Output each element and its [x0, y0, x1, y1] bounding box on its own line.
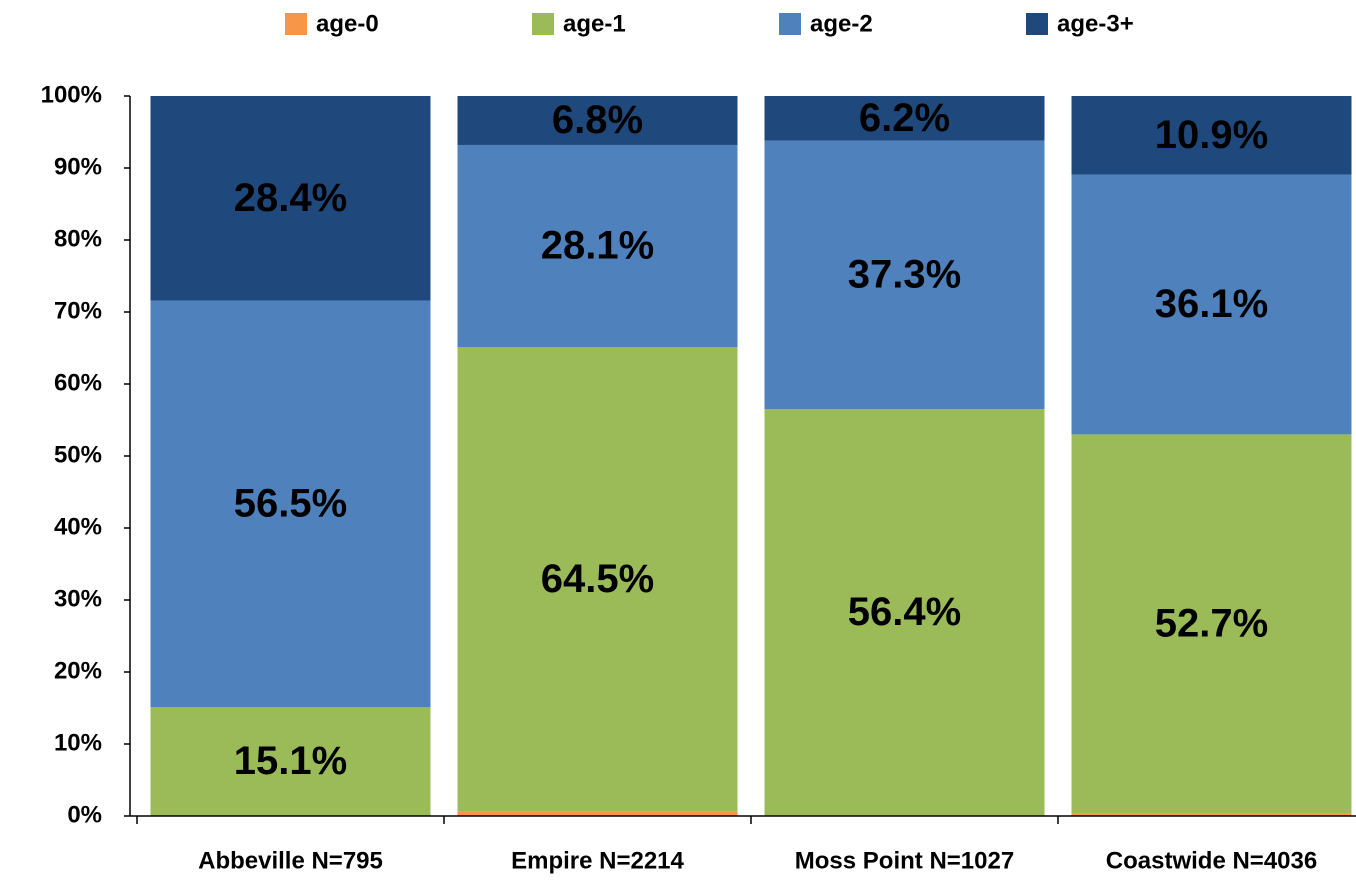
bar-segment [150, 707, 431, 816]
bar-segment [457, 811, 738, 816]
bar-segment [457, 96, 738, 145]
data-label: 56.4% [848, 590, 961, 634]
y-tick-label: 30% [54, 585, 102, 612]
bar-segment [457, 347, 738, 812]
data-label: 52.7% [1155, 602, 1268, 646]
bar-segment [150, 96, 431, 301]
bar-segment [1071, 174, 1352, 435]
data-label: 36.1% [1155, 282, 1268, 326]
bar-segment [457, 144, 738, 348]
x-tick-label: Abbeville N=795 [198, 847, 383, 874]
legend-label: age-2 [810, 10, 873, 37]
bar-segment [150, 300, 431, 708]
legend-swatch [532, 13, 554, 35]
y-tick-label: 60% [54, 369, 102, 396]
x-tick-label: Coastwide N=4036 [1106, 847, 1317, 874]
bar-segment [764, 409, 1045, 816]
x-tick-label: Moss Point N=1027 [795, 847, 1014, 874]
data-label: 64.5% [541, 557, 654, 601]
bar-segment [764, 140, 1045, 410]
legend-label: age-1 [563, 10, 626, 37]
bar-segment [1071, 434, 1352, 814]
legend-swatch [285, 13, 307, 35]
y-tick-label: 10% [54, 729, 102, 756]
data-label: 37.3% [848, 252, 961, 296]
legend-swatch [1026, 13, 1048, 35]
x-tick-label: Empire N=2214 [511, 847, 684, 874]
bar-segment [1071, 813, 1352, 816]
data-label: 28.4% [234, 176, 347, 220]
data-label: 10.9% [1155, 113, 1268, 157]
bar-segment [1071, 96, 1352, 175]
y-tick-label: 80% [54, 225, 102, 252]
y-tick-label: 0% [67, 801, 102, 828]
data-label: 56.5% [234, 481, 347, 525]
y-tick-label: 50% [54, 441, 102, 468]
data-label: 6.8% [552, 98, 643, 142]
y-tick-label: 100% [41, 81, 102, 108]
bar-segment [764, 96, 1045, 141]
y-tick-label: 70% [54, 297, 102, 324]
legend-label: age-0 [316, 10, 379, 37]
y-tick-label: 40% [54, 513, 102, 540]
legend-label: age-3+ [1057, 10, 1134, 37]
legend-swatch [779, 13, 801, 35]
y-tick-label: 90% [54, 153, 102, 180]
y-tick-label: 20% [54, 657, 102, 684]
data-label: 6.2% [859, 96, 950, 140]
data-label: 15.1% [234, 739, 347, 783]
data-label: 28.1% [541, 224, 654, 268]
